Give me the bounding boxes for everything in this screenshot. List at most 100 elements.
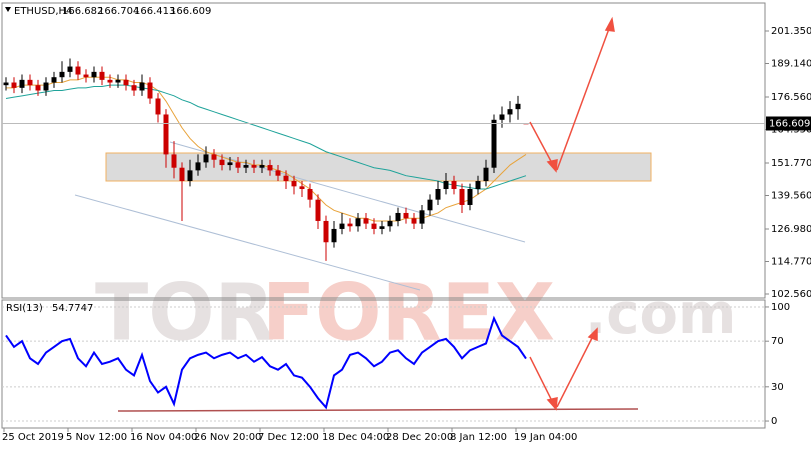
candle-body: [379, 226, 385, 229]
line: [5, 315, 527, 410]
candle-body: [371, 223, 377, 229]
y-tick-label: 176.560: [771, 92, 811, 103]
candle-body: [275, 170, 281, 176]
candle-body: [123, 79, 129, 86]
candle-body: [451, 181, 457, 190]
candle-body: [227, 162, 233, 166]
candle-body: [99, 71, 105, 80]
candle-body: [291, 181, 297, 187]
candle-body: [11, 82, 17, 88]
candle-body: [395, 212, 401, 221]
rsi-value: 54.7747: [52, 303, 93, 314]
candle-body: [411, 218, 417, 224]
x-tick-label: 25 Oct 2019: [2, 432, 64, 443]
arrows: [529, 16, 615, 411]
candle-body: [243, 165, 249, 168]
plot: 102.560114.770126.980139.560151.770164.3…: [2, 26, 811, 443]
x-tick-label: 28 Dec 20:00: [386, 432, 453, 443]
candle-body: [323, 220, 329, 243]
candle-body: [331, 228, 337, 243]
price-label-bg: [766, 116, 811, 131]
candle-body: [203, 154, 209, 163]
ohlc-open: 166.682: [62, 6, 103, 17]
y-tick-label: 0: [771, 416, 777, 427]
watermark: FOREX: [262, 268, 555, 358]
y-tick-label: 100: [771, 302, 790, 313]
candle-body: [211, 154, 217, 160]
price-panel: [1, 2, 766, 299]
candle-body: [363, 218, 369, 224]
candle-body: [483, 167, 489, 182]
candle-body: [315, 199, 321, 221]
y-tick-label: 70: [771, 336, 784, 347]
candle-body: [475, 181, 481, 190]
candle-body: [403, 212, 409, 219]
candle-body: [307, 189, 313, 200]
candle-body: [155, 98, 161, 115]
candle-body: [3, 82, 9, 86]
candle-body: [299, 186, 305, 190]
watermark: TOR: [95, 268, 275, 358]
candle-body: [187, 170, 193, 182]
candle-body: [387, 220, 393, 227]
candle-body: [443, 181, 449, 190]
x-tick-label: 5 Nov 12:00: [66, 432, 127, 443]
channel-line: [169, 141, 526, 243]
candle-body: [235, 162, 241, 168]
candle-body: [107, 79, 113, 83]
rsi-panel: [1, 299, 766, 429]
y-tick-label: 201.350: [771, 26, 811, 37]
candle-body: [515, 103, 521, 110]
candle-body: [251, 165, 257, 168]
candle-body: [459, 189, 465, 205]
candle-body: [27, 79, 33, 86]
watermark: .com: [585, 282, 736, 347]
candle-body: [467, 189, 473, 205]
candle-body: [43, 82, 49, 91]
candle-body: [115, 79, 121, 83]
ohlc-high: 166.704: [98, 6, 139, 17]
candle-body: [355, 218, 361, 227]
x-tick-label: 7 Dec 12:00: [258, 432, 319, 443]
candle-body: [219, 159, 225, 166]
y-tick-label: 151.770: [771, 158, 811, 169]
candle-body: [67, 66, 73, 72]
y-tick-label: 102.560: [771, 289, 811, 300]
y-tick-label: 189.140: [771, 59, 811, 70]
candle-body: [35, 85, 41, 91]
price-label: 166.609: [769, 118, 810, 129]
candle-body: [283, 175, 289, 182]
candle-body: [499, 114, 505, 120]
y-tick-label: 114.770: [771, 257, 811, 268]
line: [5, 84, 527, 190]
x-tick-label: 16 Nov 04:00: [130, 432, 197, 443]
candle-body: [419, 210, 425, 224]
candle-body: [507, 109, 513, 115]
candle-body: [347, 223, 353, 227]
candle-body: [179, 167, 185, 182]
ohlc-low: 166.413: [134, 6, 175, 17]
candle-body: [139, 82, 145, 91]
menu-icon[interactable]: [5, 7, 11, 12]
candle-body: [59, 71, 65, 78]
x-tick-label: 18 Dec 04:00: [322, 432, 389, 443]
candle-body: [195, 162, 201, 171]
ohlc-close: 166.609: [170, 6, 211, 17]
candle-body: [147, 82, 153, 99]
x-tick-label: 26 Nov 20:00: [194, 432, 261, 443]
candle-body: [131, 85, 137, 91]
candle-body: [267, 165, 273, 171]
candle-body: [91, 71, 97, 78]
candle-body: [83, 74, 89, 78]
candle-body: [435, 189, 441, 200]
candle-body: [163, 114, 169, 155]
candle-body: [259, 165, 265, 168]
x-tick-label: 19 Jan 04:00: [514, 432, 577, 443]
support-line: [117, 408, 639, 412]
candle-body: [51, 77, 57, 83]
candle-body: [19, 79, 25, 88]
candle-body: [491, 119, 497, 168]
channel-line: [74, 194, 421, 291]
y-tick-label: 139.560: [771, 191, 811, 202]
